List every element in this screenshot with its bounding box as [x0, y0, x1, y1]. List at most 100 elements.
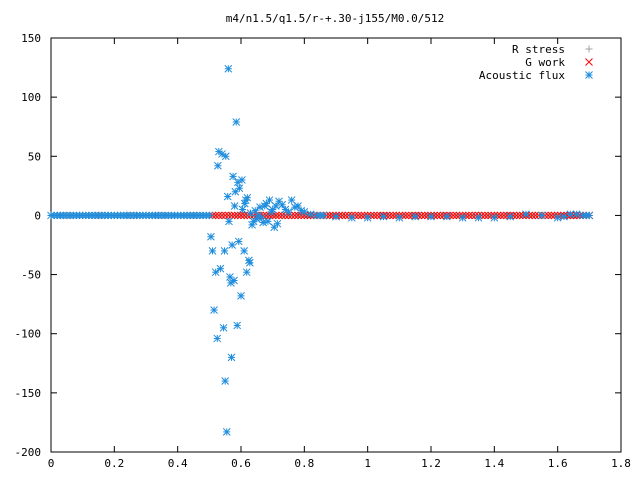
point-2-62-d2 [264, 217, 272, 226]
point-2-31-d2 [228, 241, 236, 249]
point-1-25-f2-d2 [401, 211, 410, 220]
point-2-26-d2 [224, 64, 233, 73]
point-2-36-d2 [232, 118, 241, 126]
point-1-29-f4-d2 [471, 211, 480, 220]
point-1-28-f3 [452, 211, 461, 220]
point-1-27-f2-d2 [433, 211, 442, 220]
point-1-20-f3-d2 [325, 211, 334, 220]
point-1-3 [218, 211, 226, 220]
point-2-87 [427, 212, 435, 221]
point-2-22 [221, 377, 230, 385]
point-2-89 [458, 213, 467, 222]
series-2 [47, 64, 594, 436]
y-tick-label: -50 [21, 269, 41, 282]
point-2-73-d2 [287, 196, 296, 204]
point-2-37 [233, 321, 242, 330]
point-2-67 [271, 202, 280, 210]
point-1-22-f3 [357, 211, 366, 220]
point-2-14-d2 [211, 268, 220, 277]
point-2-32-d2 [229, 172, 237, 181]
point-1-8-d2 [233, 211, 242, 220]
point-1-29-f2-d2 [465, 211, 473, 220]
point-2-81 [332, 212, 340, 221]
point-2-96 [560, 212, 568, 221]
point-2-37-d2 [233, 321, 242, 330]
point-2-27 [225, 217, 233, 226]
point-2-21-d2 [220, 247, 229, 255]
point-2-75-d2 [294, 202, 302, 210]
point-2-16 [214, 161, 222, 170]
point-1-20-f3 [325, 211, 334, 220]
point-2-90 [474, 213, 483, 222]
point-2-89-d2 [458, 213, 467, 222]
point-1-30-f4-d2 [487, 211, 496, 220]
point-1-34-f3-d2 [547, 211, 556, 220]
point-2-48-d2 [243, 193, 252, 202]
point-2-12-d2 [208, 247, 217, 255]
point-2-17-d2 [214, 147, 223, 156]
point-2-14 [211, 268, 220, 277]
point-1-21-f2 [338, 211, 347, 220]
point-1-17-f1 [290, 211, 299, 220]
point-2-67-d2 [271, 202, 280, 210]
point-1-34-f3 [547, 211, 556, 220]
x-tick-label: 1.2 [421, 457, 441, 470]
point-1-25-f3-d2 [404, 211, 413, 220]
x-tick-label: 1.8 [611, 457, 631, 470]
point-2-81-d2 [332, 212, 340, 221]
legend-label: G work [525, 56, 565, 69]
point-1-29-f2 [465, 211, 473, 220]
point-2-13 [210, 306, 218, 314]
point-1-4 [221, 211, 230, 220]
x-tick-label: 0 [48, 457, 55, 470]
point-1-31-f2 [496, 211, 505, 220]
point-2-47 [242, 268, 251, 277]
point-1-26-f2 [417, 211, 426, 220]
point-2-18 [216, 264, 225, 273]
x-tick-label: 0.8 [294, 457, 314, 470]
point-1-27-f3 [436, 211, 445, 220]
point-1-9-f1-d2 [240, 211, 249, 220]
point-1-28-f3-d2 [452, 211, 461, 220]
point-1-9-d2 [237, 211, 245, 220]
point-1-24-f3 [389, 211, 397, 220]
point-1-27-f2 [433, 211, 442, 220]
point-1-24-f2 [385, 211, 394, 220]
point-1-18-d2 [294, 211, 302, 220]
point-2-87-d2 [427, 212, 435, 221]
point-2-100-d2 [585, 211, 594, 220]
point-1-24-f3-d2 [389, 211, 397, 220]
point-1-26-f4-d2 [423, 211, 432, 220]
point-2-44 [240, 247, 249, 255]
point-2-78-d2 [306, 210, 315, 219]
legend-marker-1-d2 [585, 58, 593, 66]
point-2-86 [411, 212, 420, 221]
point-2-24-d2 [222, 428, 231, 436]
point-1-22-f3-d2 [357, 211, 366, 220]
legend-marker-0 [585, 45, 593, 53]
point-1-29-f3 [468, 211, 477, 220]
point-2-93-d2 [522, 210, 530, 219]
point-2-40-d2 [235, 184, 244, 193]
point-2-33-d2 [230, 276, 238, 285]
point-1-26-f3-d2 [420, 211, 429, 220]
point-2-54 [251, 206, 260, 215]
point-2-76-d2 [297, 206, 306, 215]
point-1-31-f4-d2 [503, 211, 511, 220]
legend-marker-2-d2 [585, 71, 593, 79]
point-1-25-f4-d2 [408, 211, 416, 220]
point-1-23-f3-d2 [373, 211, 382, 220]
x-tick-label: 1.4 [484, 457, 504, 470]
point-2-22-d2 [221, 377, 230, 385]
point-2-34-d2 [230, 202, 239, 210]
point-2-39 [234, 237, 243, 246]
point-1-9-f1 [240, 211, 249, 220]
point-2-48 [243, 193, 252, 202]
point-2-15-d2 [213, 334, 222, 343]
point-2-11-d2 [207, 232, 215, 241]
point-1-16-f1 [284, 211, 293, 220]
point-2-16-d2 [214, 161, 222, 170]
point-2-68-d2 [273, 219, 282, 228]
point-2-31 [228, 241, 236, 249]
point-2-58-d2 [257, 213, 266, 222]
